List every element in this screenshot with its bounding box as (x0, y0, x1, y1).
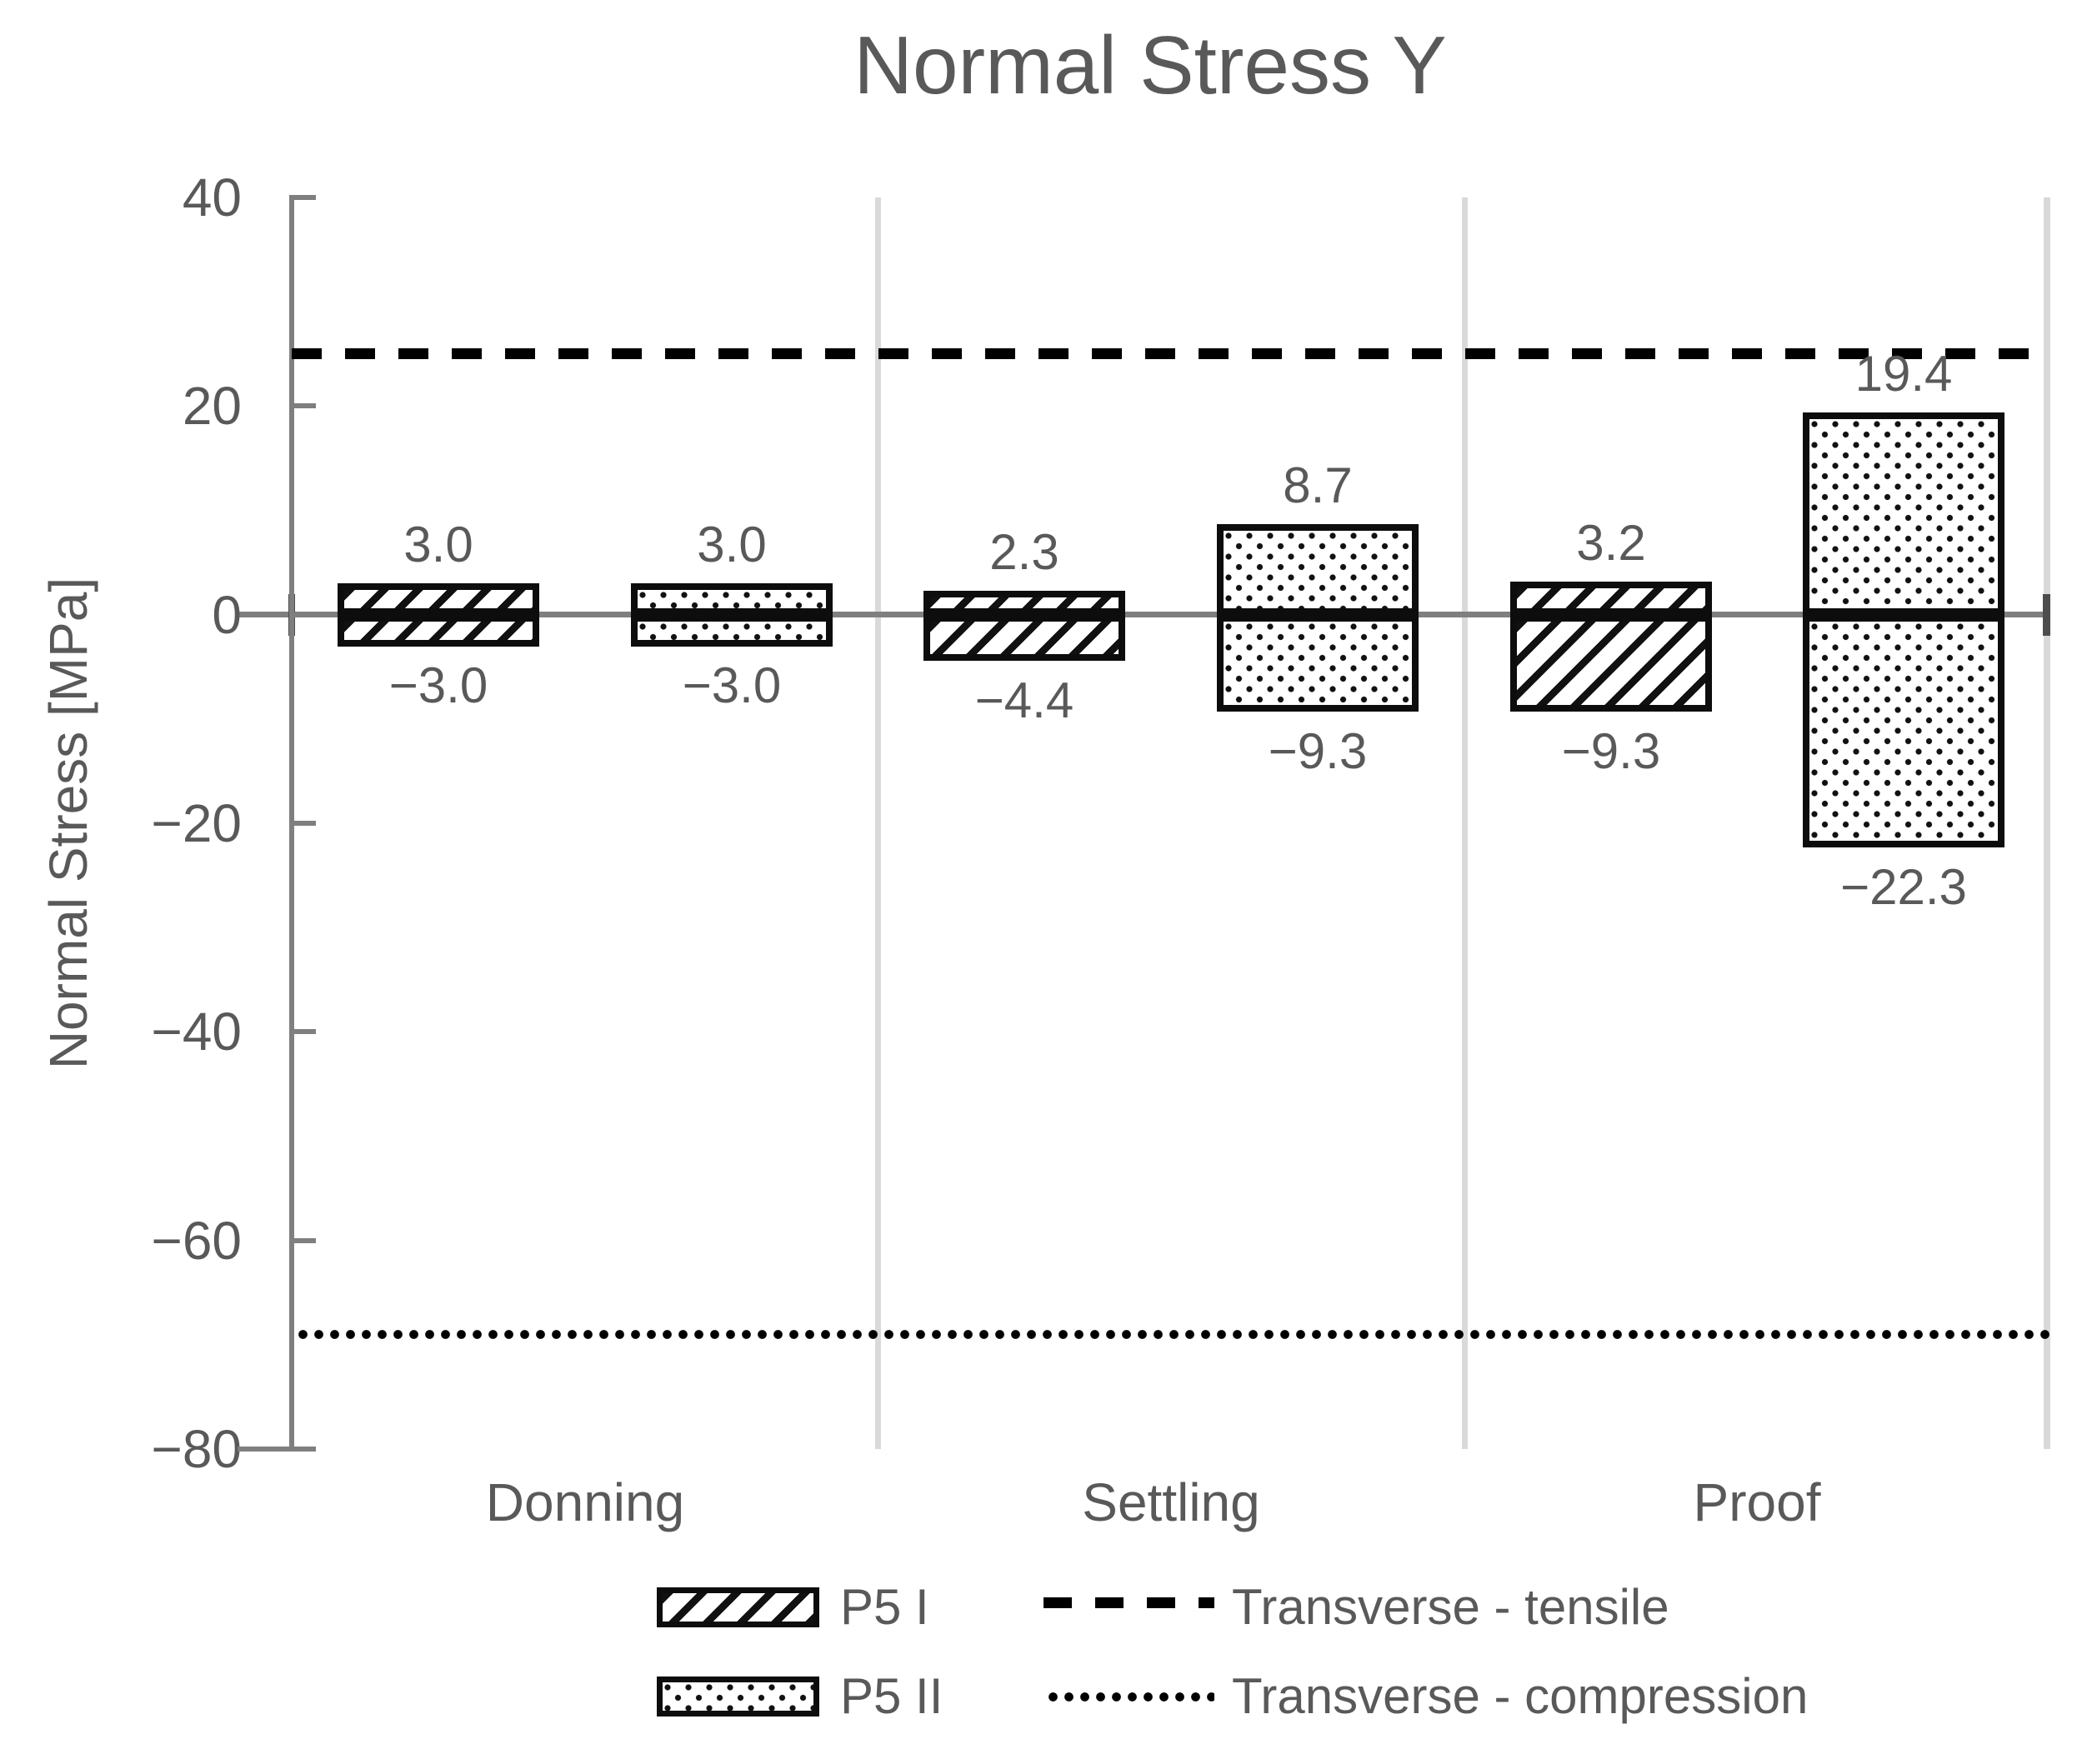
legend-label-p5-i: P5 I (840, 1579, 929, 1635)
y-axis-tick (294, 821, 316, 826)
y-tick-label: −80 (151, 1419, 242, 1479)
category-separator-line (1462, 197, 1468, 1449)
category-label-donning: Donning (485, 1472, 685, 1532)
bar-p5-i-proof-positive (1510, 582, 1712, 615)
bar-p5-ii-proof-positive (1803, 412, 2004, 615)
bar-p5-ii-donning-negative (631, 615, 833, 647)
y-axis-tick (294, 1447, 316, 1452)
zero-axis-tick-right (2043, 594, 2050, 636)
y-axis-tick (294, 195, 316, 200)
reference-line-dashed (292, 348, 2050, 359)
zero-axis-line (238, 612, 2050, 617)
y-tick-label: 40 (182, 167, 242, 227)
bar-value-label-min: −3.0 (682, 657, 782, 713)
y-tick-label: −40 (151, 1002, 242, 1062)
y-tick-label: 0 (212, 585, 242, 645)
bar-value-label-max: 8.7 (1283, 457, 1353, 513)
bar-p5-ii-settling-positive (1217, 524, 1419, 615)
bar-p5-i-proof-negative (1510, 615, 1712, 712)
plot-right-border (2044, 197, 2050, 1449)
y-tick-label: −60 (151, 1211, 242, 1271)
bar-value-label-max: 3.2 (1576, 515, 1646, 571)
bar-p5-i-donning-negative (338, 615, 539, 647)
legend-swatch-p5-i (657, 1587, 819, 1627)
bar-value-label-min: −9.3 (1268, 723, 1368, 779)
bar-value-label-max: 3.0 (697, 517, 767, 572)
y-axis-line (289, 195, 294, 1452)
legend-swatch-p5-ii (657, 1677, 819, 1717)
bar-value-label-min: −9.3 (1561, 723, 1661, 779)
y-axis-bottom-tick (238, 1447, 289, 1452)
y-axis-tick (294, 403, 316, 408)
legend-label-transverse-compression: Transverse - compression (1232, 1668, 1809, 1724)
legend-label-transverse-tensile: Transverse - tensile (1232, 1579, 1669, 1635)
y-tick-label: 20 (182, 376, 242, 436)
y-tick-label: −20 (151, 793, 242, 853)
legend-label-p5-ii: P5 II (840, 1668, 943, 1724)
y-axis-tick (294, 1029, 316, 1034)
bar-value-label-min: −22.3 (1840, 859, 1967, 915)
y-axis-tick (294, 612, 316, 617)
reference-line-dotted (292, 1330, 2050, 1339)
bar-p5-i-settling-negative (923, 615, 1125, 661)
category-label-proof: Proof (1693, 1472, 1821, 1532)
bar-value-label-max: 2.3 (989, 524, 1059, 580)
chart-title: Normal Stress Y (853, 19, 1447, 111)
category-label-settling: Settling (1082, 1472, 1260, 1532)
legend-dashed-line-sample (1043, 1597, 1214, 1608)
bar-p5-ii-donning-positive (631, 583, 833, 615)
bar-p5-ii-proof-negative (1803, 615, 2004, 847)
category-separator-line (875, 197, 881, 1449)
bar-value-label-min: −3.0 (388, 657, 488, 713)
bar-p5-i-donning-positive (338, 583, 539, 615)
y-axis-tick (294, 1238, 316, 1243)
bar-p5-i-settling-positive (923, 591, 1125, 615)
bar-value-label-max: 19.4 (1854, 346, 1953, 402)
legend-dotted-line-sample (1043, 1692, 1214, 1702)
bar-value-label-max: 3.0 (403, 517, 473, 572)
bar-p5-ii-settling-negative (1217, 615, 1419, 712)
bar-value-label-min: −4.4 (974, 672, 1074, 728)
